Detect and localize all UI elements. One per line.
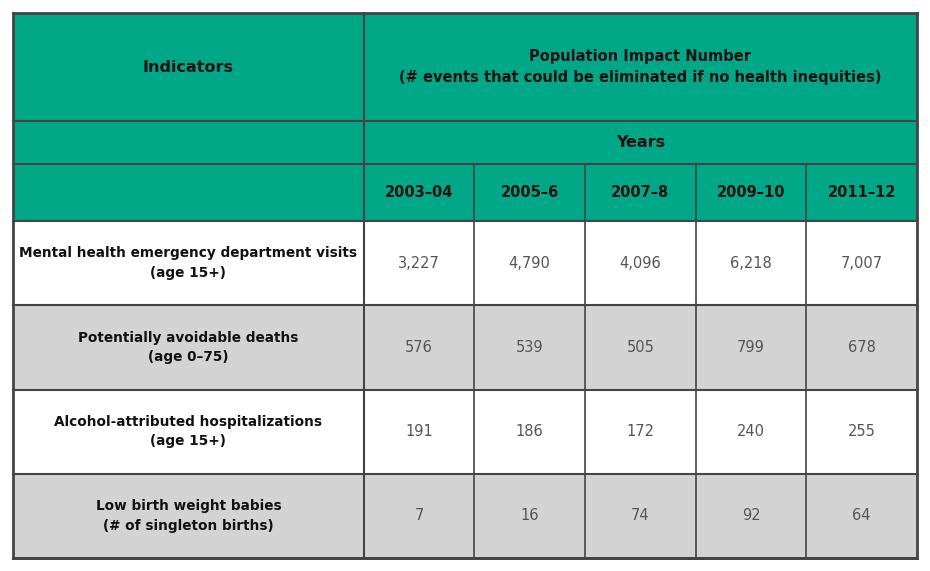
Bar [13, 221, 917, 305]
Text: 240: 240 [737, 424, 765, 439]
Text: 74: 74 [631, 508, 650, 524]
Text: 799: 799 [737, 340, 765, 355]
Text: 4,790: 4,790 [509, 256, 551, 271]
Text: Indicators: Indicators [143, 59, 233, 74]
Text: 172: 172 [627, 424, 655, 439]
Text: Population Impact Number
(# events that could be eliminated if no health inequit: Population Impact Number (# events that … [399, 49, 882, 85]
Text: Alcohol-attributed hospitalizations
(age 15+): Alcohol-attributed hospitalizations (age… [54, 415, 323, 448]
Text: 2003–04: 2003–04 [385, 185, 453, 200]
Text: 2009–10: 2009–10 [717, 185, 785, 200]
Text: 7: 7 [415, 508, 424, 524]
Text: Potentially avoidable deaths
(age 0–75): Potentially avoidable deaths (age 0–75) [78, 331, 299, 364]
Text: 3,227: 3,227 [398, 256, 440, 271]
Bar [13, 164, 917, 221]
Text: 191: 191 [405, 424, 433, 439]
Text: 678: 678 [848, 340, 876, 355]
Text: 2005–6: 2005–6 [500, 185, 559, 200]
Bar [13, 121, 917, 164]
Text: Years: Years [616, 135, 665, 150]
Text: 255: 255 [848, 424, 876, 439]
Text: 92: 92 [742, 508, 761, 524]
Text: 16: 16 [521, 508, 539, 524]
Text: 6,218: 6,218 [730, 256, 772, 271]
Bar [13, 474, 917, 558]
Text: 186: 186 [516, 424, 544, 439]
Text: Mental health emergency department visits
(age 15+): Mental health emergency department visit… [20, 246, 357, 280]
Text: 576: 576 [405, 340, 433, 355]
Text: 64: 64 [853, 508, 870, 524]
Bar [13, 389, 917, 474]
Bar [13, 305, 917, 389]
Text: Low birth weight babies
(# of singleton births): Low birth weight babies (# of singleton … [96, 499, 281, 533]
Text: 2011–12: 2011–12 [828, 185, 896, 200]
Text: 505: 505 [627, 340, 655, 355]
Text: 2007–8: 2007–8 [611, 185, 670, 200]
Text: 4,096: 4,096 [619, 256, 661, 271]
Text: 539: 539 [516, 340, 543, 355]
Bar [13, 13, 917, 121]
Text: 7,007: 7,007 [841, 256, 883, 271]
